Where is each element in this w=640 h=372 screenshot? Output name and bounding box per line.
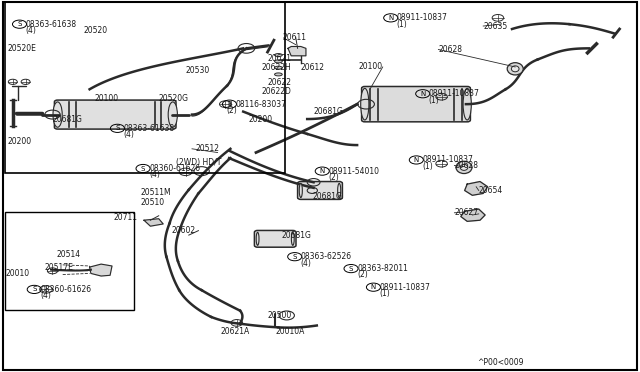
Text: (4): (4)	[40, 291, 51, 300]
Text: 20520E: 20520E	[8, 44, 36, 53]
Text: 20514: 20514	[56, 250, 81, 259]
Text: 08363-61638: 08363-61638	[26, 20, 77, 29]
Text: 20635: 20635	[483, 22, 508, 31]
Text: 20628: 20628	[438, 45, 463, 54]
Text: 20512: 20512	[195, 144, 219, 153]
Text: 20681G: 20681G	[312, 192, 342, 201]
Text: 20621: 20621	[268, 54, 292, 63]
Text: 20517E: 20517E	[45, 263, 74, 272]
Text: (1): (1)	[397, 20, 408, 29]
Text: B: B	[227, 101, 232, 107]
Ellipse shape	[460, 164, 468, 170]
Text: 08911-10837: 08911-10837	[397, 13, 447, 22]
Text: (2): (2)	[357, 270, 368, 279]
Text: (1): (1)	[422, 162, 433, 171]
Text: S: S	[32, 286, 36, 292]
Text: S: S	[115, 125, 120, 131]
Text: 20100: 20100	[95, 94, 119, 103]
Polygon shape	[288, 46, 306, 56]
Text: 08363-82011: 08363-82011	[357, 264, 408, 273]
Text: 20681G: 20681G	[52, 115, 83, 124]
Text: 20681G: 20681G	[314, 107, 344, 116]
Text: N: N	[413, 157, 419, 163]
Text: 20627: 20627	[454, 208, 479, 217]
Text: (2): (2)	[328, 173, 339, 182]
Ellipse shape	[53, 102, 62, 127]
Text: 20100: 20100	[358, 62, 383, 71]
Text: 20612: 20612	[301, 63, 324, 72]
Text: 08116-83037: 08116-83037	[236, 100, 287, 109]
Text: (1): (1)	[429, 96, 440, 105]
FancyBboxPatch shape	[254, 230, 296, 247]
Ellipse shape	[338, 183, 340, 198]
Text: 20621A: 20621A	[221, 327, 250, 336]
Ellipse shape	[361, 89, 369, 120]
Text: 20628: 20628	[454, 161, 479, 170]
Text: 20511M: 20511M	[141, 188, 172, 197]
Text: 20510: 20510	[141, 198, 165, 207]
Text: 08360-61626: 08360-61626	[40, 285, 92, 294]
Text: 20200: 20200	[248, 115, 273, 124]
Ellipse shape	[275, 60, 282, 63]
Ellipse shape	[275, 66, 282, 69]
FancyBboxPatch shape	[362, 86, 470, 122]
Ellipse shape	[511, 66, 519, 72]
Text: N: N	[388, 15, 394, 21]
Text: S: S	[349, 266, 353, 272]
Ellipse shape	[168, 102, 177, 127]
Text: S: S	[141, 166, 145, 171]
Text: N: N	[371, 284, 376, 290]
Text: (4): (4)	[124, 130, 134, 139]
Text: (4): (4)	[149, 170, 160, 179]
Text: 20200: 20200	[8, 137, 32, 146]
Ellipse shape	[508, 62, 524, 75]
Text: 20622H: 20622H	[261, 63, 291, 72]
Text: 20602: 20602	[172, 226, 196, 235]
Text: 20711: 20711	[114, 213, 138, 222]
Ellipse shape	[463, 89, 471, 120]
Text: 20520G: 20520G	[159, 94, 189, 103]
Text: 20500: 20500	[268, 311, 292, 320]
Text: 20530: 20530	[186, 66, 210, 75]
Text: 08360-61626: 08360-61626	[149, 164, 200, 173]
Ellipse shape	[275, 73, 282, 76]
Text: 08911-10837: 08911-10837	[429, 89, 479, 98]
Text: 08363-61638: 08363-61638	[124, 124, 175, 133]
Text: (4): (4)	[301, 259, 312, 267]
Polygon shape	[465, 182, 488, 195]
Bar	[5, 2, 285, 173]
Text: ^P00<0009: ^P00<0009	[477, 358, 524, 367]
Text: 20520: 20520	[83, 26, 108, 35]
Text: S: S	[17, 21, 22, 27]
Text: N: N	[319, 168, 325, 174]
Polygon shape	[461, 209, 485, 221]
FancyBboxPatch shape	[298, 182, 342, 199]
Ellipse shape	[456, 161, 472, 173]
Text: (2): (2)	[226, 106, 237, 115]
FancyBboxPatch shape	[54, 100, 176, 129]
Text: 20010A: 20010A	[275, 327, 305, 336]
Text: 20622: 20622	[268, 78, 292, 87]
Text: (4): (4)	[26, 26, 36, 35]
Polygon shape	[144, 219, 163, 226]
Ellipse shape	[300, 183, 302, 198]
Text: N: N	[420, 91, 426, 97]
Text: 20611: 20611	[283, 33, 307, 42]
Text: (2WD) HD/T: (2WD) HD/T	[176, 158, 221, 167]
Text: 08911-10837: 08911-10837	[380, 283, 430, 292]
Text: S: S	[292, 254, 297, 260]
Text: (1): (1)	[380, 289, 390, 298]
Ellipse shape	[291, 232, 294, 246]
Ellipse shape	[275, 54, 282, 57]
Bar	[5, 212, 134, 310]
Text: 20681G: 20681G	[282, 231, 312, 240]
Ellipse shape	[256, 232, 259, 246]
Text: 20622D: 20622D	[261, 87, 291, 96]
Text: 08363-62526: 08363-62526	[301, 252, 352, 261]
Text: 08911-54010: 08911-54010	[328, 167, 380, 176]
Text: 20654: 20654	[479, 186, 503, 195]
Text: 20010: 20010	[5, 269, 29, 278]
Polygon shape	[90, 264, 112, 276]
Text: 08911-10837: 08911-10837	[422, 155, 473, 164]
